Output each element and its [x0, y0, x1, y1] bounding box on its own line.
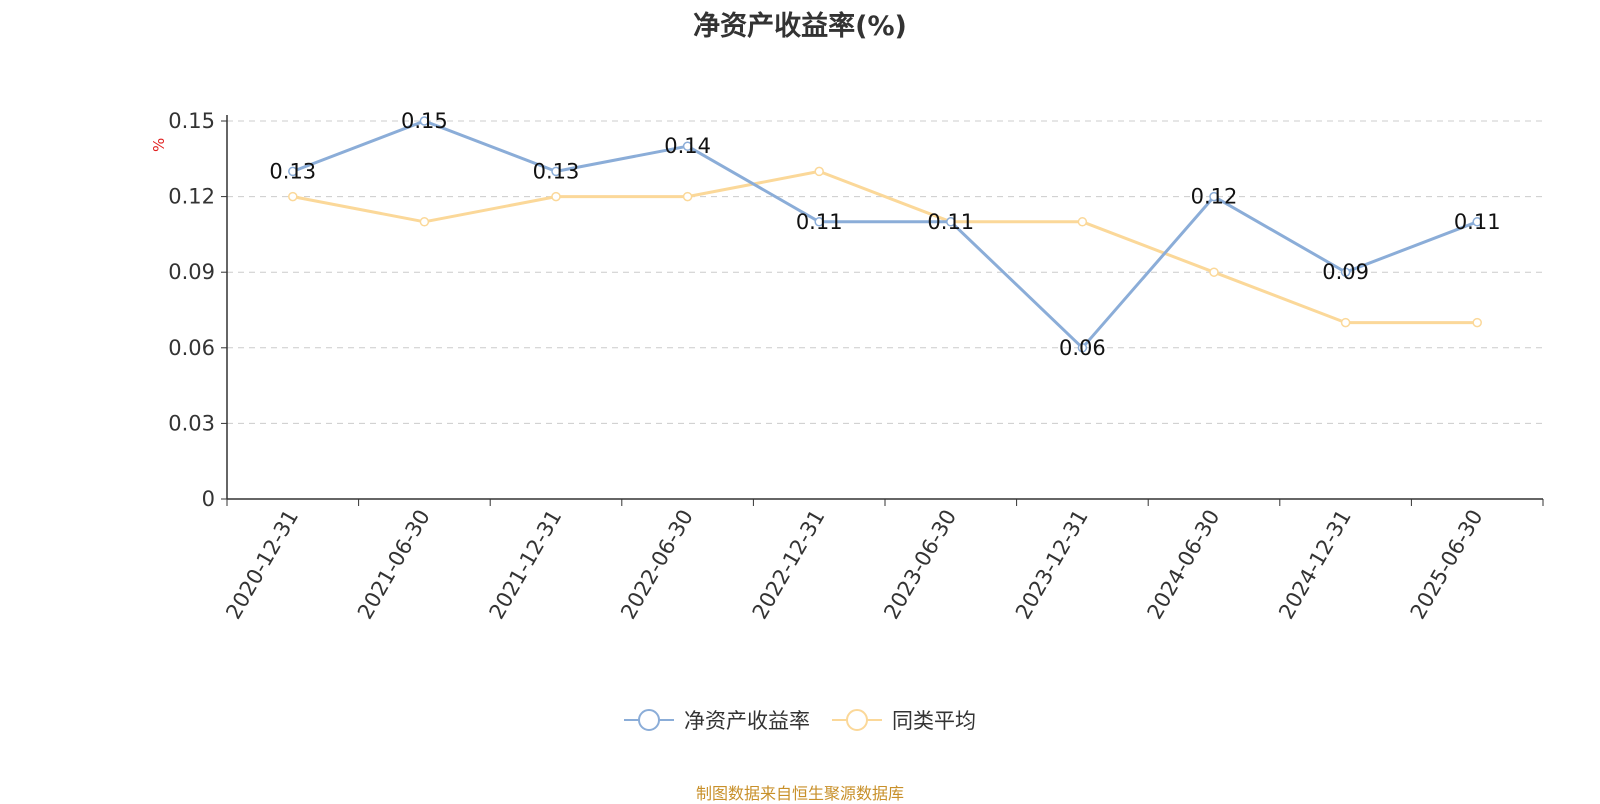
data-point	[814, 166, 824, 177]
legend-line-icon	[832, 709, 882, 731]
y-tick-label: 0	[202, 487, 215, 511]
x-tick-label: 2022-06-30	[616, 506, 698, 624]
data-label: 0.14	[664, 134, 711, 158]
data-label: 0.11	[796, 210, 843, 234]
x-tick-label: 2020-12-31	[221, 506, 303, 624]
data-point	[551, 166, 561, 177]
data-point	[1209, 191, 1219, 202]
data-point	[1472, 217, 1482, 227]
legend-item-peer-average[interactable]: 同类平均	[832, 705, 976, 735]
data-point	[1340, 317, 1351, 328]
y-tick-label: 0.03	[168, 411, 215, 435]
data-point	[1209, 267, 1219, 277]
line-chart: 0 0.03 0.06 0.09 0.12 0.15 2020-12-31 2021-06-3…	[168, 109, 1544, 624]
y-tick-label: 0.09	[168, 260, 215, 284]
x-tick-label: 2023-06-30	[879, 506, 961, 624]
x-tick-label: 2021-12-31	[485, 506, 567, 624]
x-tick-label: 2021-06-30	[353, 506, 435, 624]
data-point	[682, 191, 693, 202]
x-tick-label: 2024-12-31	[1274, 506, 1356, 624]
x-tick-label: 2025-06-30	[1406, 506, 1488, 624]
legend-label-roe: 净资产收益率	[684, 709, 810, 733]
data-point	[1472, 317, 1482, 328]
legend: 净资产收益率 同类平均	[0, 705, 1600, 735]
data-point	[946, 217, 956, 227]
data-point	[682, 141, 693, 151]
data-source-note: 制图数据来自恒生聚源数据库	[695, 784, 904, 803]
data-point	[1077, 217, 1088, 227]
data-label: 0.09	[1322, 260, 1369, 284]
y-tick-label: 0.15	[168, 109, 215, 133]
data-label: 0.12	[1191, 185, 1238, 209]
series-line-0	[292, 119, 1478, 350]
data-label: 0.15	[401, 109, 448, 133]
chart-title: 净资产收益率(%)	[693, 11, 907, 42]
data-label: 0.13	[269, 159, 316, 183]
legend-label-peer-average: 同类平均	[892, 709, 976, 733]
data-label: 0.13	[533, 159, 580, 183]
x-tick-label: 2023-12-31	[1011, 506, 1093, 624]
x-tick-label: 2022-12-31	[748, 506, 830, 624]
y-tick-label: 0.06	[168, 336, 215, 360]
data-point	[419, 116, 430, 126]
data-point	[1077, 343, 1088, 353]
data-point	[288, 191, 298, 202]
data-point	[1340, 267, 1351, 277]
data-label: 0.11	[927, 210, 974, 234]
legend-line-icon	[624, 709, 674, 731]
x-tick-label: 2024-06-30	[1143, 506, 1225, 624]
data-point	[814, 217, 824, 227]
series-line-1	[292, 169, 1478, 325]
y-tick-label: 0.12	[168, 185, 215, 209]
legend-item-roe[interactable]: 净资产收益率	[624, 705, 810, 735]
data-point	[288, 166, 298, 177]
data-point	[551, 191, 561, 202]
data-label: 0.11	[1454, 210, 1501, 234]
data-point	[419, 217, 430, 227]
data-label: 0.06	[1059, 336, 1106, 360]
